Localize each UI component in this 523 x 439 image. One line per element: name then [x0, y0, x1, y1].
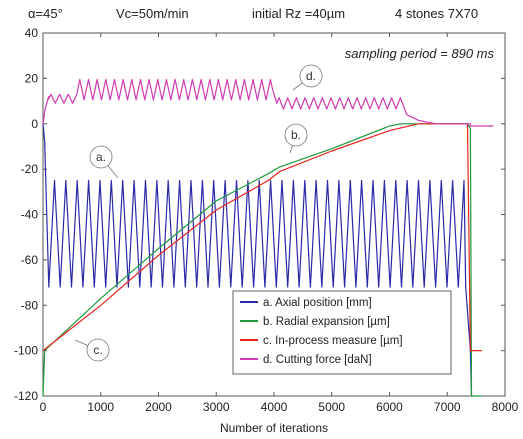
header-initial-roughness: initial Rz =40µm [252, 6, 345, 21]
curve-label-c: c. [93, 343, 102, 357]
curve-label-circle [284, 123, 308, 147]
series-line-d [42, 78, 494, 127]
curve-label-circle [86, 338, 110, 362]
legend-label: c. In-process measure [µm] [263, 335, 403, 347]
y-tick-label: 0 [31, 117, 38, 131]
x-axis-ticks: 0 1000 2000 3000 4000 5000 6000 7000 8000 [40, 33, 519, 414]
y-tick-label: -120 [14, 389, 38, 403]
y-tick-label: -100 [14, 344, 38, 358]
series-line-b [42, 123, 482, 397]
curve-labels: a. b. c. d. [74, 64, 323, 362]
x-tick-label: 1000 [87, 400, 114, 414]
y-tick-label: -20 [21, 162, 39, 176]
sampling-period-annotation: sampling period = 890 ms [345, 46, 495, 61]
x-tick-label: 5000 [318, 400, 345, 414]
legend-label: b. Radial expansion [µm] [263, 316, 390, 328]
legend-label: a. Axial position [mm] [263, 297, 372, 309]
x-tick-label: 2000 [145, 400, 172, 414]
legend: a. Axial position [mm] b. Radial expansio… [232, 290, 452, 375]
y-tick-label: -60 [21, 253, 39, 267]
curve-label-d: d. [306, 69, 316, 83]
x-tick-label: 6000 [376, 400, 403, 414]
curve-label-circle [89, 145, 113, 169]
x-tick-label: 0 [40, 400, 47, 414]
y-axis-ticks: 40 20 0 -20 -40 -60 -80 -100 -120 [14, 26, 505, 403]
curve-label-a: a. [96, 150, 106, 164]
y-tick-label: -80 [21, 298, 39, 312]
x-tick-label: 3000 [203, 400, 230, 414]
legend-box [232, 290, 452, 375]
header-cutting-speed: Vc=50m/min [116, 6, 189, 21]
curve-label-b: b. [291, 128, 301, 142]
x-tick-label: 4000 [261, 400, 288, 414]
series-lines [42, 78, 494, 397]
y-tick-label: 40 [25, 26, 39, 40]
series-line-a [42, 123, 473, 397]
header-stones: 4 stones 7X70 [395, 6, 478, 21]
x-axis-label: Number of iterations [220, 421, 328, 435]
y-tick-label: -40 [21, 208, 39, 222]
legend-label: d. Cutting force [daN] [263, 354, 372, 366]
y-tick-label: 20 [25, 71, 39, 85]
series-line-c [42, 123, 482, 352]
header-angle: α=45° [28, 6, 63, 21]
curve-label-circle [299, 64, 323, 88]
x-tick-label: 7000 [434, 400, 461, 414]
x-tick-label: 8000 [492, 400, 519, 414]
